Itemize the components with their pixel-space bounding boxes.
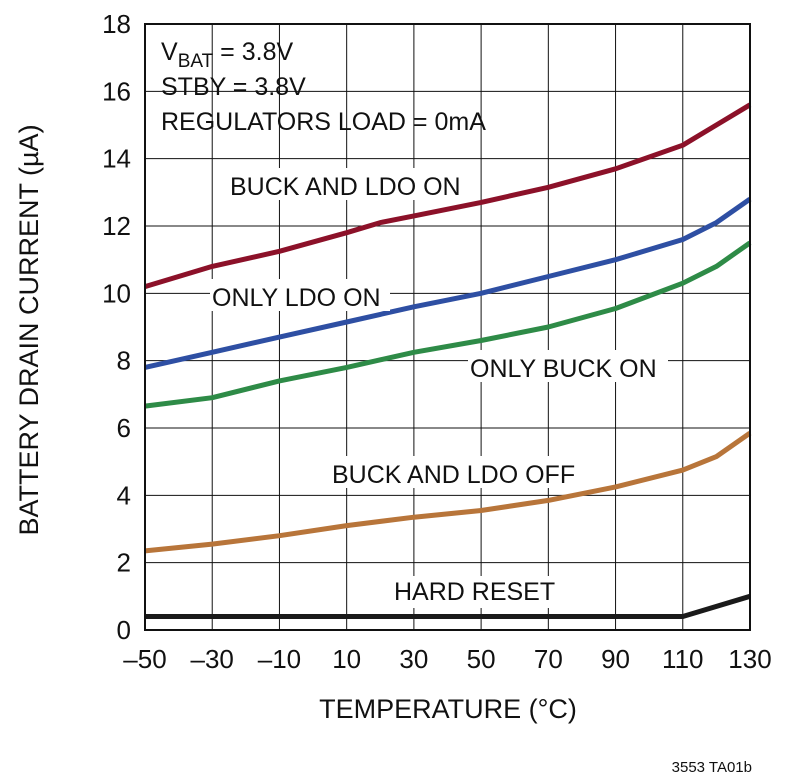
series-label-only-ldo-on: ONLY LDO ON (212, 284, 381, 312)
series-label-hard-reset: HARD RESET (394, 578, 555, 606)
series-line-1 (144, 197, 752, 370)
y-tick-label: 8 (117, 346, 131, 376)
y-tick-label: 18 (102, 9, 131, 39)
x-tick-label: 130 (728, 644, 771, 674)
series-label-buck-ldo-off: BUCK AND LDO OFF (332, 461, 575, 489)
series-label-bg-only-buck-on (468, 350, 668, 382)
series-line-2 (144, 240, 752, 409)
plot-frame (144, 23, 751, 631)
x-tick-label: 70 (534, 644, 563, 674)
condition-load: REGULATORS LOAD = 0mA (161, 108, 486, 136)
y-tick-label: 16 (102, 76, 131, 106)
x-tick-label: –30 (191, 644, 234, 674)
condition-stby: STBY = 3.8V (161, 73, 306, 101)
series-label-buck-ldo-on: BUCK AND LDO ON (230, 173, 461, 201)
series-label-bg-hard-reset (392, 576, 564, 608)
series-label-bg-buck-ldo-on (228, 168, 478, 200)
y-tick-label: 14 (102, 144, 131, 174)
y-axis-title: BATTERY DRAIN CURRENT (µA) (14, 124, 44, 535)
series-line-0 (144, 102, 752, 289)
x-axis-title: TEMPERATURE (°C) (319, 694, 577, 724)
x-tick-label: –50 (123, 644, 166, 674)
x-tick-label: 90 (601, 644, 630, 674)
y-tick-label: 12 (102, 211, 131, 241)
series-label-bg-only-ldo-on (210, 279, 390, 311)
figure-id: 3553 TA01b (672, 759, 752, 776)
y-tick-label: 10 (102, 278, 131, 308)
x-tick-label: 30 (399, 644, 428, 674)
x-tick-label: –10 (258, 644, 301, 674)
series-label-bg-buck-ldo-off (330, 456, 592, 488)
condition-vbat-rest: = 3.8V (213, 38, 293, 66)
series-line-4 (145, 593, 751, 619)
y-tick-label: 2 (117, 548, 131, 578)
condition-vbat-sub: BAT (178, 51, 214, 72)
condition-vbat: VBAT = 3.8V (161, 38, 293, 72)
series-lines (144, 102, 752, 619)
condition-vbat-main: V (161, 38, 178, 66)
x-tick-label: 50 (467, 644, 496, 674)
y-tick-label: 6 (117, 413, 131, 443)
y-tick-label: 4 (117, 480, 131, 510)
x-tick-label: 10 (332, 644, 361, 674)
x-tick-label: 110 (662, 644, 703, 674)
tick-labels: –50 –30 –10 10 30 50 70 90 110 130 0 2 4 6 8 10 12 14 16 18 (102, 9, 772, 674)
y-tick-label: 0 (117, 615, 131, 645)
series-label-only-buck-on: ONLY BUCK ON (470, 355, 657, 383)
series-line-3 (144, 431, 752, 554)
